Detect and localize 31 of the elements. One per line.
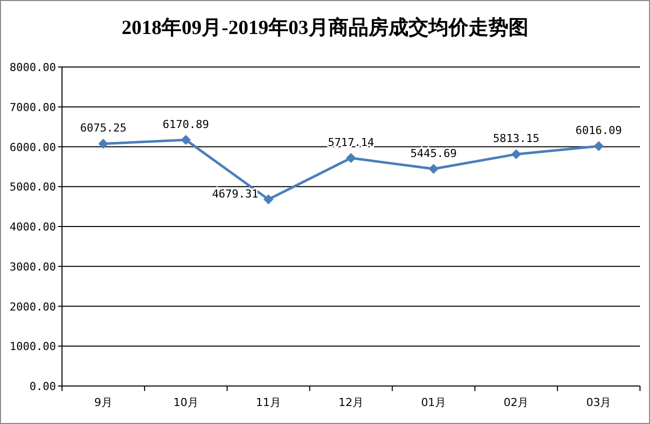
data-label: 5717.14 xyxy=(328,136,375,150)
point xyxy=(511,149,522,160)
data-label: 4679.31 xyxy=(212,187,258,200)
point xyxy=(428,164,439,174)
x-tick-label: 03月 xyxy=(586,396,612,409)
x-tick-label: 10月 xyxy=(173,396,198,409)
x-tick-label: 01月 xyxy=(421,396,446,409)
data-label: 6170.89 xyxy=(162,118,210,131)
x-tick-label: 12月 xyxy=(338,396,364,409)
x-tick-label: 9月 xyxy=(94,396,112,409)
point xyxy=(98,138,108,149)
x-tick-label: 02月 xyxy=(504,396,529,409)
y-tick-label: 0.00 xyxy=(30,380,56,393)
y-tick-label: 7000.00 xyxy=(10,100,56,114)
y-tick-label: 8000.00 xyxy=(10,61,56,74)
data-label: 5445.69 xyxy=(410,146,457,160)
y-tick-label: 6000.00 xyxy=(10,140,56,154)
y-tick-label: 1000.00 xyxy=(10,340,56,354)
point xyxy=(263,194,274,204)
y-tick-label: 3000.00 xyxy=(10,260,56,274)
x-tick-label: 11月 xyxy=(256,396,281,409)
point xyxy=(594,141,604,152)
y-tick-label: 2000.00 xyxy=(10,300,56,314)
data-label: 5813.15 xyxy=(492,132,540,146)
point xyxy=(346,153,356,164)
point xyxy=(180,134,191,145)
y-tick-label: 4000.00 xyxy=(10,220,56,234)
y-tick-label: 5000.00 xyxy=(10,180,56,194)
data-label: 6016.09 xyxy=(576,124,622,138)
chart-title: 2018年09月-2019年03月商品房成交均价走势图 xyxy=(122,16,528,39)
data-label: 6075.25 xyxy=(80,122,126,135)
